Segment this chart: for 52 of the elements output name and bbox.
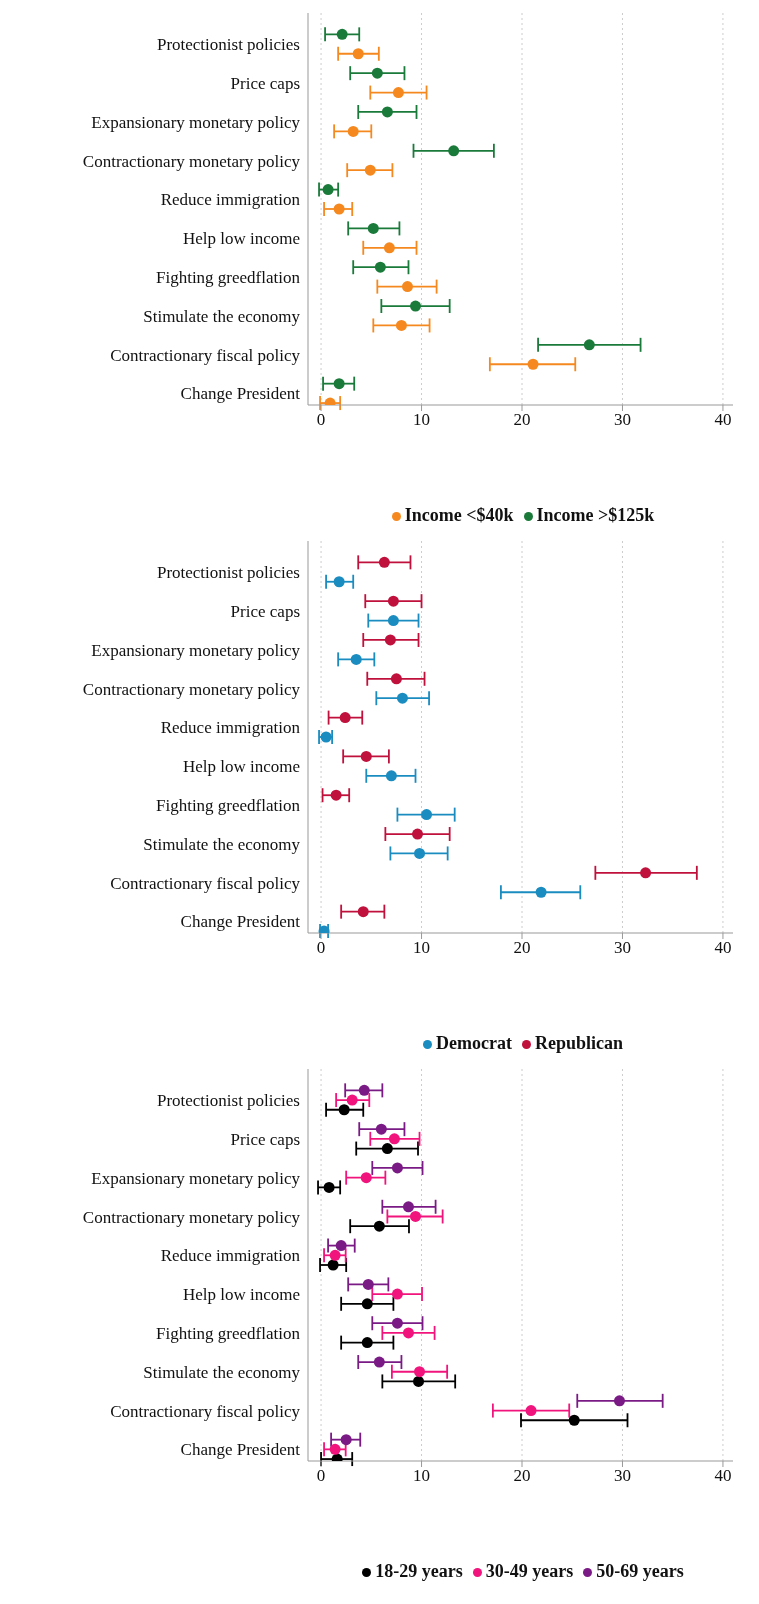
- y-tick-label: Fighting greedflation: [155, 267, 301, 287]
- y-tick-label: Protectionist policies: [156, 1091, 300, 1111]
- y-tick-label: Change President: [180, 912, 301, 932]
- x-tick-label: 40: [714, 1466, 732, 1486]
- x-tick-label: 0: [316, 938, 326, 958]
- y-tick-label: Protectionist policies: [156, 563, 300, 583]
- y-tick-label: Help low income: [182, 757, 300, 777]
- x-tick-label: 30: [613, 1466, 631, 1486]
- legend-label: 30-49 years: [485, 1561, 574, 1581]
- legend-label: 50-69 years: [596, 1561, 684, 1581]
- y-tick-label: Expansionary monetary policy: [91, 640, 301, 660]
- y-tick-label: Contractionary fiscal policy: [110, 873, 301, 893]
- legend-label: Democrat: [436, 1033, 512, 1053]
- y-tick-label: Price caps: [230, 601, 300, 621]
- y-tick-label: Contractionary monetary policy: [82, 151, 301, 171]
- y-tick-label: Reduce immigration: [160, 1246, 301, 1266]
- y-tick-label: Stimulate the economy: [143, 306, 301, 326]
- y-tick-label: Help low income: [182, 1285, 300, 1305]
- x-tick-label: 20: [513, 938, 531, 958]
- x-tick-label: 30: [613, 410, 631, 430]
- legend-label: Republican: [534, 1033, 623, 1053]
- y-tick-label: Expansionary monetary policy: [91, 112, 301, 132]
- y-tick-label: Contractionary fiscal policy: [110, 1401, 301, 1421]
- y-tick-label: Reduce immigration: [160, 190, 301, 210]
- y-tick-label: Expansionary monetary policy: [91, 1168, 301, 1188]
- x-tick-label: 10: [413, 938, 431, 958]
- y-tick-label: Stimulate the economy: [143, 834, 301, 854]
- legend-label: Income <$40k: [404, 505, 514, 525]
- x-tick-label: 40: [714, 410, 732, 430]
- y-tick-label: Contractionary fiscal policy: [110, 345, 301, 365]
- y-tick-label: Stimulate the economy: [143, 1362, 301, 1382]
- y-tick-label: Price caps: [230, 1129, 300, 1149]
- y-tick-label: Contractionary monetary policy: [82, 1207, 301, 1227]
- y-tick-label: Help low income: [182, 229, 300, 249]
- x-tick-label: 10: [413, 410, 431, 430]
- legend-label: Income >$125k: [536, 505, 655, 525]
- x-tick-label: 10: [413, 1466, 431, 1486]
- y-tick-label: Change President: [180, 384, 301, 404]
- x-tick-label: 40: [714, 938, 732, 958]
- y-tick-label: Protectionist policies: [156, 35, 300, 55]
- x-tick-label: 0: [316, 1466, 326, 1486]
- x-tick-label: 30: [613, 938, 631, 958]
- y-tick-label: Change President: [180, 1440, 301, 1460]
- legend-label: 18-29 years: [375, 1561, 463, 1581]
- y-tick-label: Reduce immigration: [160, 718, 301, 738]
- y-tick-label: Fighting greedflation: [155, 795, 301, 815]
- y-tick-label: Contractionary monetary policy: [82, 679, 301, 699]
- x-tick-label: 20: [513, 1466, 531, 1486]
- y-tick-label: Fighting greedflation: [155, 1323, 301, 1343]
- x-tick-label: 0: [316, 410, 326, 430]
- y-tick-label: Price caps: [230, 73, 300, 93]
- x-tick-label: 20: [513, 410, 531, 430]
